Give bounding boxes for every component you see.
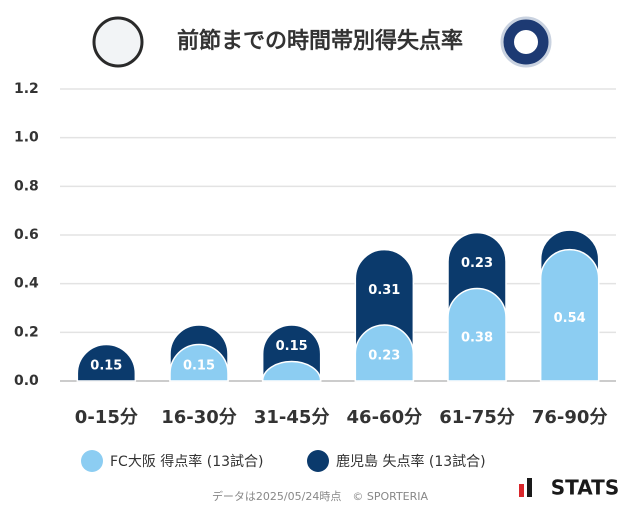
legend-label: FC大阪 得点率 (13試合) bbox=[110, 453, 263, 470]
bar-segment bbox=[261, 360, 322, 382]
team-logo bbox=[514, 30, 538, 54]
legend-label: 鹿児島 失点率 (13試合) bbox=[336, 453, 486, 470]
y-tick-label: 0.0 bbox=[14, 373, 39, 389]
value-label: 0.38 bbox=[461, 330, 493, 345]
y-tick-label: 0.6 bbox=[14, 227, 39, 243]
value-label: 0.31 bbox=[368, 283, 400, 298]
bar-segment bbox=[539, 248, 600, 382]
brand-icon bbox=[527, 478, 532, 497]
x-tick-label: 76-90分 bbox=[532, 407, 608, 428]
value-label: 0.23 bbox=[368, 349, 400, 364]
legend-marker bbox=[81, 450, 103, 472]
y-tick-label: 0.8 bbox=[14, 178, 39, 194]
x-tick-label: 0-15分 bbox=[75, 407, 138, 428]
y-tick-label: 1.0 bbox=[14, 130, 39, 146]
x-tick-label: 16-30分 bbox=[161, 407, 237, 428]
value-label: 0.23 bbox=[461, 256, 493, 271]
chart-title: 前節までの時間帯別得失点率 bbox=[177, 28, 463, 54]
brand-icon bbox=[519, 484, 524, 497]
brand: STATS bbox=[551, 476, 619, 500]
value-label: 0.15 bbox=[183, 358, 215, 373]
x-tick-label: 31-45分 bbox=[254, 407, 330, 428]
x-tick-label: 46-60分 bbox=[347, 407, 423, 428]
bar-segment bbox=[354, 324, 415, 382]
y-tick-label: 0.4 bbox=[14, 276, 39, 292]
value-label: 0.15 bbox=[276, 339, 308, 354]
source-note: データは2025/05/24時点 © SPORTERIA bbox=[212, 489, 429, 503]
legend-marker bbox=[307, 450, 329, 472]
value-label: 0.15 bbox=[90, 358, 122, 373]
bar-segment bbox=[447, 287, 507, 382]
bar-segment bbox=[76, 343, 137, 382]
y-tick-label: 0.2 bbox=[14, 324, 39, 340]
value-label: 0.54 bbox=[554, 311, 586, 326]
bar-segment bbox=[169, 343, 229, 382]
team-logo bbox=[92, 16, 144, 68]
x-tick-label: 61-75分 bbox=[439, 407, 515, 428]
y-tick-label: 1.2 bbox=[14, 81, 39, 97]
